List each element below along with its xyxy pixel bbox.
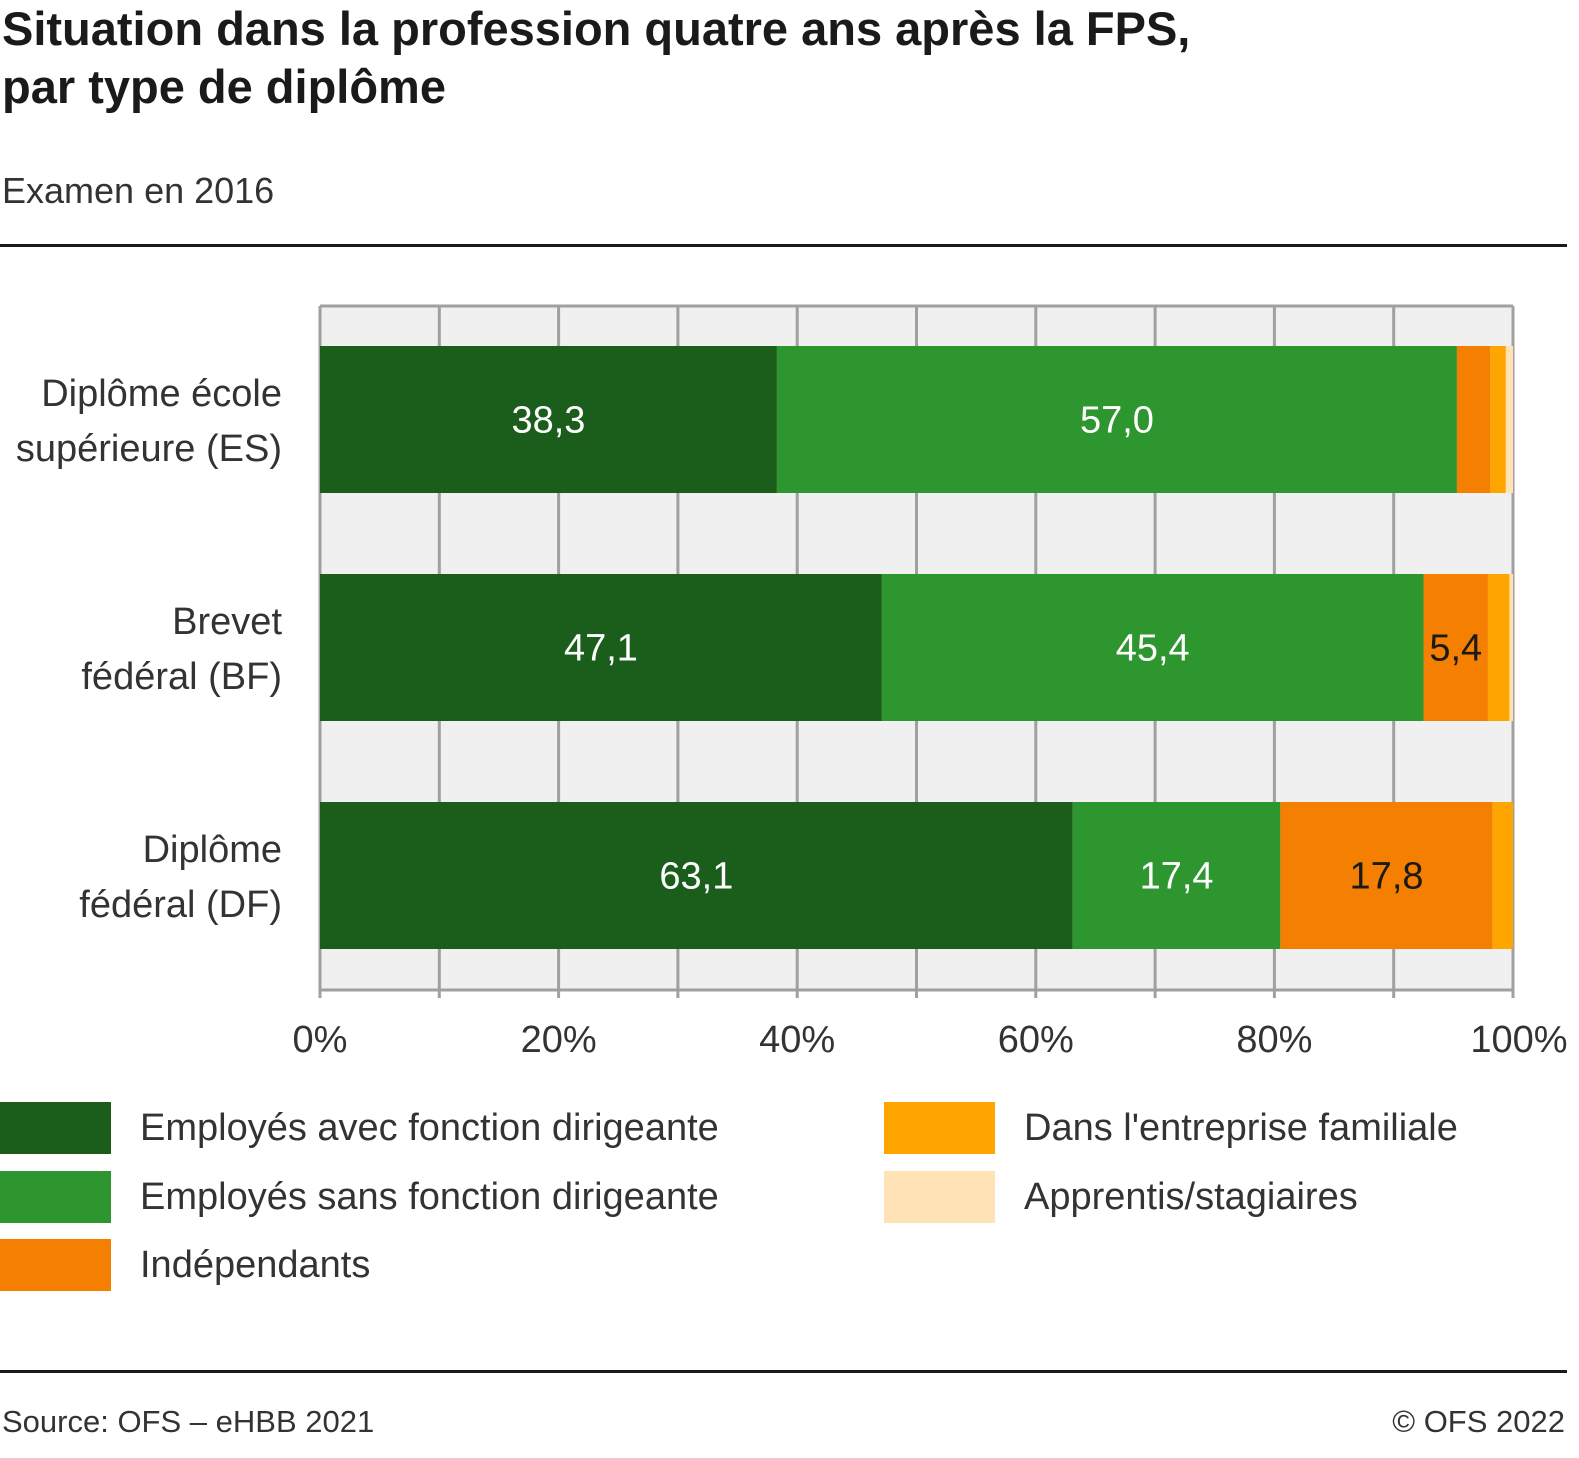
bar-segment bbox=[1423, 574, 1488, 721]
legend-swatch bbox=[884, 1102, 995, 1154]
bar-segment bbox=[1505, 346, 1513, 493]
category-label: fédéral (BF) bbox=[81, 656, 282, 698]
bar-segment bbox=[881, 574, 1424, 721]
bar-segment bbox=[1456, 346, 1491, 493]
legend-swatch bbox=[884, 1171, 995, 1223]
bar-segment bbox=[1490, 346, 1506, 493]
top-divider bbox=[0, 244, 1567, 247]
data-label: 17,8 bbox=[1350, 856, 1424, 898]
legend-item: Dans l'entreprise familiale bbox=[884, 1102, 1458, 1154]
data-label: 38,3 bbox=[511, 400, 585, 442]
bar-chart: 38,3 57,0 Diplôme école supérieure (ES) 47,1… bbox=[16, 304, 1568, 1061]
x-tick-label: 0% bbox=[293, 1019, 348, 1061]
x-tick-label: 80% bbox=[1236, 1019, 1312, 1061]
x-tick-label: 100% bbox=[1470, 1019, 1567, 1061]
chart-title-line-1: Situation dans la profession quatre ans … bbox=[2, 2, 1191, 55]
data-label: 63,1 bbox=[659, 856, 733, 898]
bar-segment bbox=[1072, 802, 1281, 949]
chart-subtitle: Examen en 2016 bbox=[2, 170, 275, 211]
x-tick-label: 40% bbox=[759, 1019, 835, 1061]
legend-item: Apprentis/stagiaires bbox=[884, 1171, 1358, 1223]
bar-segment bbox=[1492, 802, 1513, 949]
legend-swatch bbox=[0, 1171, 111, 1223]
bottom-divider bbox=[0, 1370, 1567, 1373]
category-label: fédéral (DF) bbox=[79, 884, 282, 926]
source-note: Source: OFS – eHBB 2021 bbox=[2, 1404, 375, 1439]
legend-label: Apprentis/stagiaires bbox=[1024, 1175, 1358, 1218]
category-label: Brevet bbox=[172, 601, 282, 643]
data-label: 47,1 bbox=[564, 628, 638, 670]
data-label: 45,4 bbox=[1116, 628, 1190, 670]
legend-swatch bbox=[0, 1102, 111, 1154]
category-label: Diplôme école bbox=[41, 373, 282, 415]
bar-segment bbox=[1509, 574, 1513, 721]
copyright-note: © OFS 2022 bbox=[1392, 1404, 1565, 1439]
bar-segment bbox=[320, 802, 1073, 949]
legend-swatch bbox=[0, 1239, 111, 1291]
legend-item: Indépendants bbox=[0, 1239, 370, 1291]
data-label: 17,4 bbox=[1140, 856, 1214, 898]
legend-item: Employés sans fonction dirigeante bbox=[0, 1171, 719, 1223]
x-tick-label: 20% bbox=[521, 1019, 597, 1061]
legend-item: Employés avec fonction dirigeante bbox=[0, 1102, 719, 1154]
chart-title: Situation dans la profession quatre ans … bbox=[2, 0, 1572, 116]
data-label: 57,0 bbox=[1080, 400, 1154, 442]
bar-segment bbox=[320, 346, 777, 493]
data-label: 5,4 bbox=[1429, 628, 1482, 670]
legend-label: Employés sans fonction dirigeante bbox=[140, 1175, 719, 1218]
bar-segment bbox=[1280, 802, 1493, 949]
bar-segment bbox=[320, 574, 882, 721]
legend-label: Indépendants bbox=[140, 1243, 371, 1286]
x-tick-label: 60% bbox=[998, 1019, 1074, 1061]
category-label: Diplôme bbox=[143, 829, 282, 871]
category-label: supérieure (ES) bbox=[16, 428, 282, 470]
legend-label: Employés avec fonction dirigeante bbox=[140, 1106, 719, 1149]
bar-segment bbox=[1487, 574, 1510, 721]
chart-title-line-2: par type de diplôme bbox=[2, 60, 446, 113]
bar-segment bbox=[776, 346, 1457, 493]
legend-label: Dans l'entreprise familiale bbox=[1024, 1106, 1458, 1149]
